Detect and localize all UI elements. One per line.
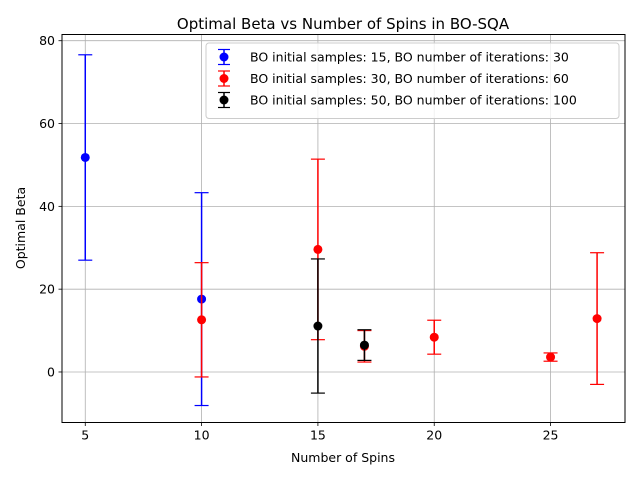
legend-box [205,42,620,119]
x-tick-label: 20 [426,428,442,443]
series-2 [194,158,605,386]
data-point [80,152,90,162]
plot-frame [61,34,626,423]
legend-item: BO initial samples: 15, BO number of ite… [218,48,569,66]
series-layer [78,54,605,407]
y-axis-label: Optimal Beta [13,187,28,269]
x-tick-label: 10 [194,428,210,443]
y-tick-label: 60 [39,116,55,131]
legend-marker [219,52,229,62]
legend-item: BO initial samples: 30, BO number of ite… [218,70,569,87]
legend-marker [219,95,229,105]
chart-title: Optimal Beta vs Number of Spins in BO-SQ… [177,15,510,33]
data-point [313,244,323,254]
data-point [197,315,207,325]
x-axis-label: Number of Spins [291,450,395,465]
series-3 [310,258,372,394]
data-point [313,321,323,331]
y-tick-label: 80 [39,33,55,48]
data-point [546,352,556,362]
legend-label: BO initial samples: 30, BO number of ite… [250,71,569,86]
data-point [359,340,369,350]
series-1 [78,54,209,407]
legend: BO initial samples: 15, BO number of ite… [205,42,620,119]
y-tick-label: 20 [39,282,55,297]
y-tick-label: 40 [39,199,55,214]
data-point [429,332,439,342]
legend-label: BO initial samples: 50, BO number of ite… [250,93,577,108]
x-tick-label: 15 [310,428,326,443]
x-tick-label: 5 [81,428,89,443]
legend-item: BO initial samples: 50, BO number of ite… [218,91,577,109]
data-point [592,314,602,324]
legend-marker [219,74,229,83]
ticks: 5 10 15 20 25 0 20 40 60 80 [39,33,558,442]
legend-label: BO initial samples: 15, BO number of ite… [250,50,569,65]
x-tick-label: 25 [543,428,559,443]
y-tick-label: 0 [47,364,55,379]
